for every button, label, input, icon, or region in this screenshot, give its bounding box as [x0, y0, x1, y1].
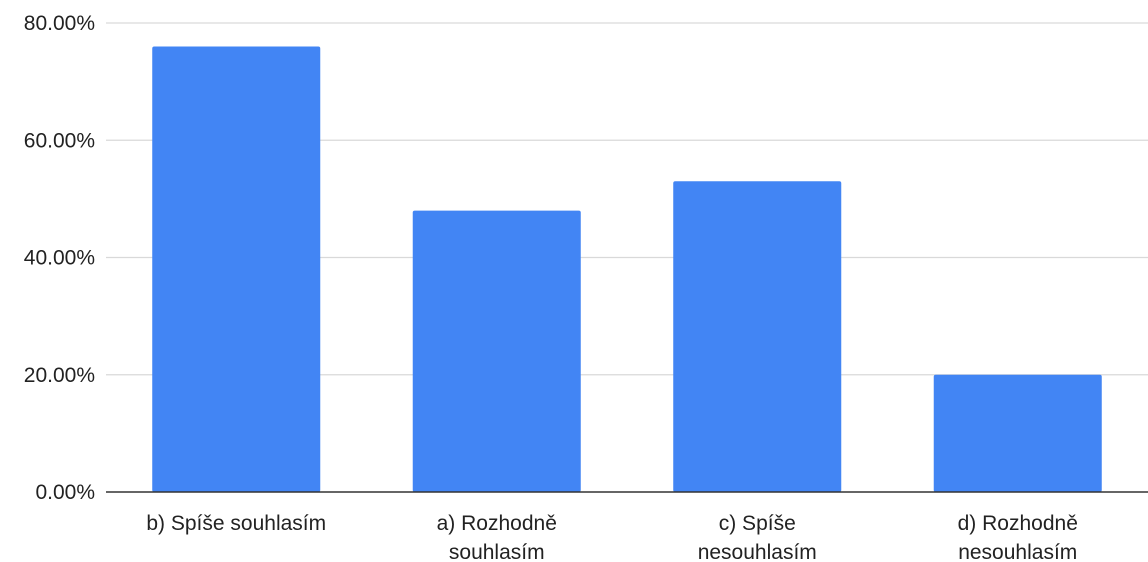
x-axis-category-labels: b) Spíše souhlasím a) Rozhodně souhlasím c)…: [146, 512, 1078, 562]
x-category-label: c) Spíše nesouhlasím: [698, 512, 817, 562]
bar: [933, 374, 1102, 492]
bars: [152, 46, 1102, 492]
x-category-label: b) Spíše souhlasím: [146, 512, 326, 535]
y-tick-label: 80.00%: [24, 12, 95, 35]
y-tick-label: 0.00%: [35, 481, 95, 504]
x-category-label: d) Rozhodně nesouhlasím: [958, 512, 1078, 562]
y-tick-label: 20.00%: [24, 364, 95, 387]
y-tick-label: 40.00%: [24, 247, 95, 270]
x-category-label: a) Rozhodně souhlasím: [437, 512, 557, 562]
bar: [152, 46, 321, 492]
bar: [412, 210, 581, 492]
y-tick-label: 60.00%: [24, 129, 95, 152]
bar: [673, 181, 842, 492]
y-axis-tick-labels: 0.00% 20.00% 40.00% 60.00% 80.00%: [24, 12, 95, 504]
